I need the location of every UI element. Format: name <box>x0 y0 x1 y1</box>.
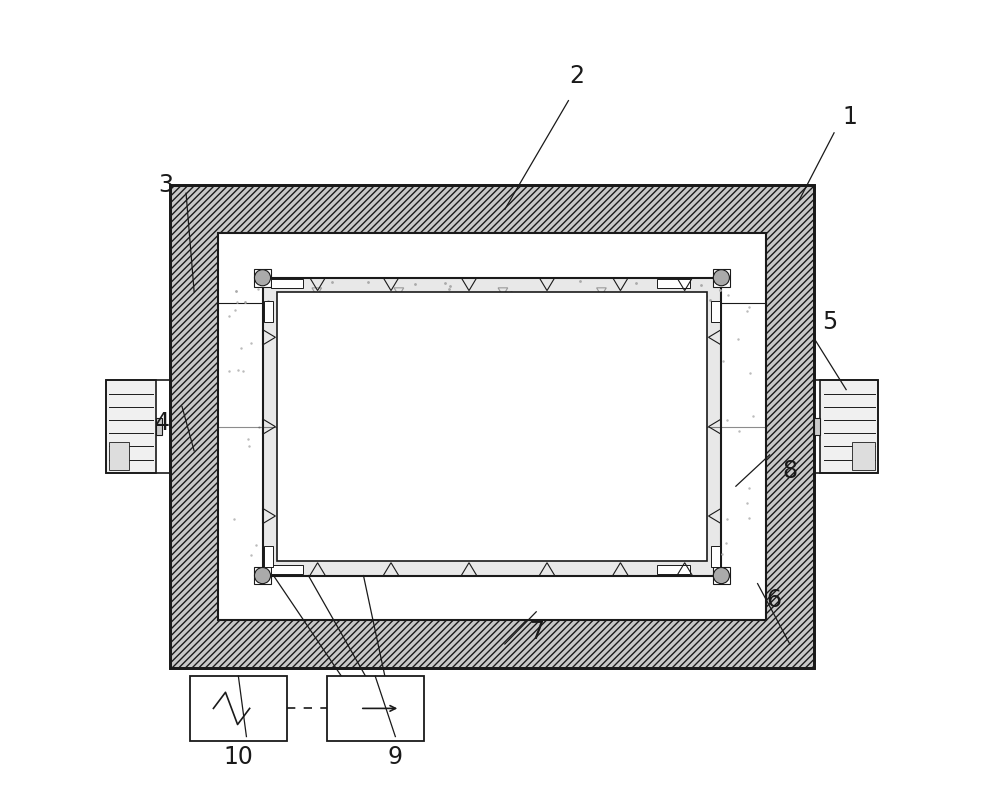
Bar <box>814 419 820 435</box>
Bar <box>218 233 766 620</box>
Bar <box>711 546 720 567</box>
Bar <box>263 278 721 576</box>
Bar <box>713 269 730 287</box>
Bar <box>254 269 271 287</box>
Bar <box>713 567 730 584</box>
Text: 5: 5 <box>822 310 838 334</box>
Bar <box>106 381 170 473</box>
Bar <box>106 381 156 473</box>
Text: 1: 1 <box>843 105 858 129</box>
Circle shape <box>254 270 271 286</box>
Text: 6: 6 <box>766 588 781 612</box>
Bar <box>657 565 690 574</box>
Bar <box>852 442 875 470</box>
Bar <box>657 279 690 288</box>
Bar <box>820 381 878 473</box>
Bar <box>711 301 720 322</box>
Bar <box>190 676 287 741</box>
Bar <box>170 185 814 668</box>
Bar <box>327 676 424 741</box>
Text: 2: 2 <box>569 64 584 89</box>
Bar <box>814 381 878 473</box>
Bar <box>170 185 814 668</box>
Text: 10: 10 <box>223 745 253 769</box>
Circle shape <box>254 568 271 584</box>
Bar <box>109 442 129 470</box>
Bar <box>277 292 707 561</box>
Text: 8: 8 <box>782 459 797 483</box>
Bar <box>156 419 162 435</box>
Text: 4: 4 <box>154 411 169 435</box>
Circle shape <box>713 568 729 584</box>
Bar <box>271 279 303 288</box>
Bar <box>170 185 814 668</box>
Circle shape <box>713 270 729 286</box>
Bar <box>271 565 303 574</box>
Bar <box>254 567 271 584</box>
Text: 3: 3 <box>158 173 173 197</box>
Text: 7: 7 <box>529 620 544 644</box>
Bar <box>264 546 273 567</box>
Text: 9: 9 <box>388 745 403 769</box>
Bar <box>264 301 273 322</box>
